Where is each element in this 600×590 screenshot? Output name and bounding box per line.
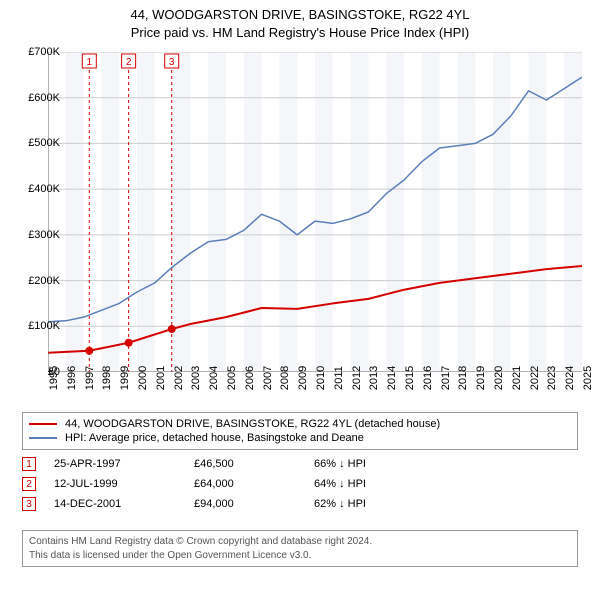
x-tick-label: 2011 — [333, 366, 345, 390]
x-tick-label: 2013 — [368, 366, 380, 390]
title-block: 44, WOODGARSTON DRIVE, BASINGSTOKE, RG22… — [0, 0, 600, 42]
x-tick-label: 2019 — [475, 366, 487, 390]
x-tick-label: 2021 — [511, 366, 523, 390]
x-tick-label: 2015 — [404, 366, 416, 390]
legend-swatch — [29, 423, 57, 425]
event-date: 12-JUL-1999 — [54, 478, 194, 490]
x-tick-label: 2001 — [155, 366, 167, 390]
chart-area: 1 2 3 — [48, 52, 582, 372]
event-price: £46,500 — [194, 458, 314, 470]
event-row: 2 12-JUL-1999£64,00064% ↓ HPI — [22, 474, 578, 494]
x-tick-label: 2023 — [546, 366, 558, 390]
x-tick-label: 2024 — [564, 366, 576, 390]
y-tick-label: £600K — [28, 92, 60, 104]
y-tick-label: £200K — [28, 275, 60, 287]
event-price: £64,000 — [194, 478, 314, 490]
chart-svg: 1 2 3 — [48, 52, 582, 372]
footer-box: Contains HM Land Registry data © Crown c… — [22, 530, 578, 567]
title-line-1: 44, WOODGARSTON DRIVE, BASINGSTOKE, RG22… — [0, 6, 600, 24]
event-date: 14-DEC-2001 — [54, 498, 194, 510]
events-table: 1 25-APR-1997£46,50066% ↓ HPI 2 12-JUL-1999… — [22, 454, 578, 514]
event-delta: 62% ↓ HPI — [314, 498, 366, 510]
y-tick-label: £100K — [28, 320, 60, 332]
event-row: 1 25-APR-1997£46,50066% ↓ HPI — [22, 454, 578, 474]
legend-row: 44, WOODGARSTON DRIVE, BASINGSTOKE, RG22… — [29, 417, 571, 431]
event-marker: 2 — [22, 477, 36, 491]
x-tick-label: 2022 — [529, 366, 541, 390]
x-tick-label: 1997 — [84, 366, 96, 390]
x-tick-label: 2007 — [262, 366, 274, 390]
event-delta: 64% ↓ HPI — [314, 478, 366, 490]
x-tick-label: 2016 — [422, 366, 434, 390]
chart-container: 44, WOODGARSTON DRIVE, BASINGSTOKE, RG22… — [0, 0, 600, 590]
x-tick-label: 2020 — [493, 366, 505, 390]
legend-row: HPI: Average price, detached house, Basi… — [29, 431, 571, 445]
legend-label: HPI: Average price, detached house, Basi… — [65, 432, 364, 444]
x-tick-label: 2005 — [226, 366, 238, 390]
x-tick-label: 2010 — [315, 366, 327, 390]
x-tick-label: 2008 — [279, 366, 291, 390]
svg-text:2: 2 — [126, 57, 132, 68]
y-tick-label: £500K — [28, 137, 60, 149]
x-tick-label: 2025 — [582, 366, 594, 390]
x-tick-label: 2004 — [208, 366, 220, 390]
x-tick-label: 1995 — [48, 366, 60, 390]
x-tick-label: 2009 — [297, 366, 309, 390]
y-tick-label: £700K — [28, 46, 60, 58]
x-tick-label: 1998 — [101, 366, 113, 390]
x-tick-label: 1996 — [66, 366, 78, 390]
x-tick-label: 2014 — [386, 366, 398, 390]
y-tick-label: £400K — [28, 183, 60, 195]
x-tick-label: 2000 — [137, 366, 149, 390]
footer-line-1: Contains HM Land Registry data © Crown c… — [29, 535, 571, 549]
event-marker: 3 — [22, 497, 36, 511]
y-tick-label: £300K — [28, 229, 60, 241]
event-marker: 1 — [22, 457, 36, 471]
x-tick-label: 2006 — [244, 366, 256, 390]
event-row: 3 14-DEC-2001£94,00062% ↓ HPI — [22, 494, 578, 514]
x-tick-label: 2002 — [173, 366, 185, 390]
x-tick-label: 2003 — [190, 366, 202, 390]
title-line-2: Price paid vs. HM Land Registry's House … — [0, 24, 600, 42]
event-price: £94,000 — [194, 498, 314, 510]
legend-box: 44, WOODGARSTON DRIVE, BASINGSTOKE, RG22… — [22, 412, 578, 450]
svg-text:3: 3 — [169, 57, 175, 68]
x-tick-label: 2018 — [457, 366, 469, 390]
svg-text:1: 1 — [87, 57, 93, 68]
event-date: 25-APR-1997 — [54, 458, 194, 470]
legend-label: 44, WOODGARSTON DRIVE, BASINGSTOKE, RG22… — [65, 418, 440, 430]
footer-line-2: This data is licensed under the Open Gov… — [29, 549, 571, 563]
event-delta: 66% ↓ HPI — [314, 458, 366, 470]
x-tick-label: 2017 — [440, 366, 452, 390]
legend-swatch — [29, 437, 57, 439]
x-tick-label: 2012 — [351, 366, 363, 390]
x-tick-label: 1999 — [119, 366, 131, 390]
